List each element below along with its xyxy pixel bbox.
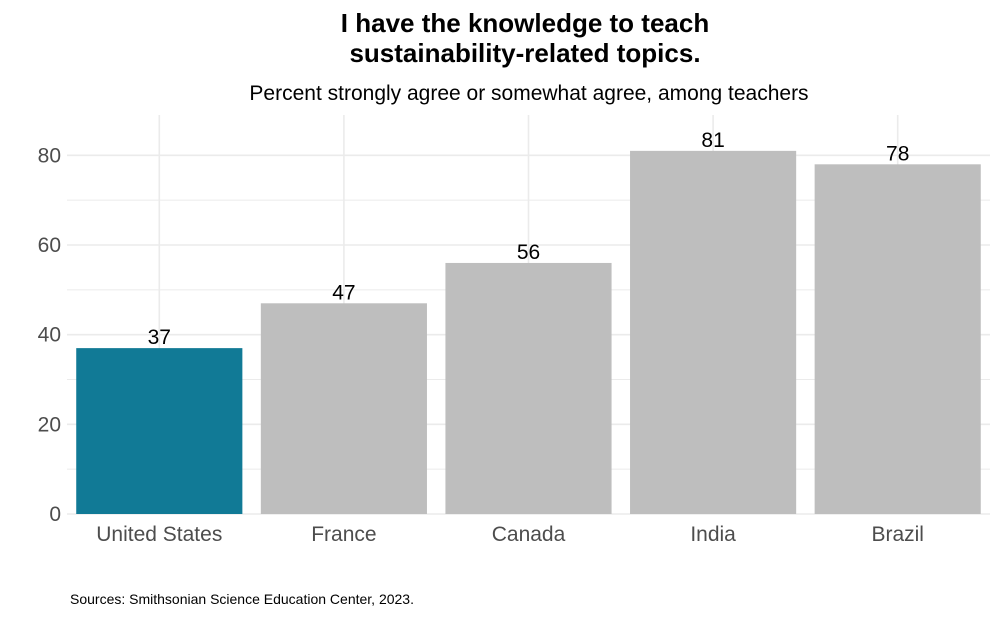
chart-title: I have the knowledge to teach sustainabi… xyxy=(0,8,1000,68)
x-tick-label: United States xyxy=(96,523,222,546)
bar-value-label: 81 xyxy=(701,129,724,152)
bar-value-label: 78 xyxy=(886,142,909,165)
bar-value-label: 37 xyxy=(148,326,171,349)
bars xyxy=(76,150,981,514)
chart-title-line-2: sustainability-related topics. xyxy=(349,38,701,68)
source-note: Sources: Smithsonian Science Education C… xyxy=(70,591,414,607)
x-tick-label: France xyxy=(311,523,376,546)
bar-brazil xyxy=(814,164,981,514)
y-axis-ticks: 0 20 40 60 80 xyxy=(38,144,61,526)
y-tick-label: 20 xyxy=(38,413,61,436)
chart-subtitle: Percent strongly agree or somewhat agree… xyxy=(249,82,809,105)
x-tick-label: Brazil xyxy=(871,523,924,546)
y-tick-label: 60 xyxy=(38,234,61,257)
bar-canada xyxy=(445,262,612,514)
bar-value-label: 47 xyxy=(332,281,355,304)
bar-india xyxy=(630,150,797,514)
x-axis-ticks: United States France Canada India Brazil xyxy=(96,523,924,546)
x-tick-label: Canada xyxy=(492,523,566,546)
chart-title-line-1: I have the knowledge to teach xyxy=(340,8,710,38)
x-tick-label: India xyxy=(690,523,736,546)
bar-france xyxy=(260,303,427,514)
y-tick-label: 0 xyxy=(49,503,61,526)
y-tick-label: 80 xyxy=(38,144,61,167)
y-tick-label: 40 xyxy=(38,324,61,347)
bar-value-labels: 37 47 56 81 78 xyxy=(148,129,910,349)
bar-value-label: 56 xyxy=(517,241,540,264)
bar-united-states xyxy=(76,348,243,514)
